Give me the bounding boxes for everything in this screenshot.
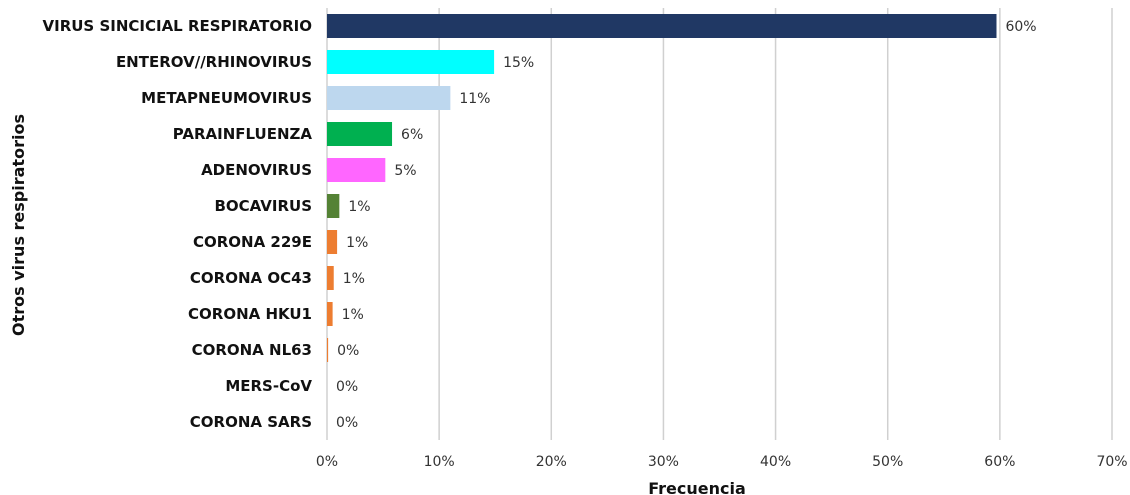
data-labels: 60% 15% 11% 6% 5% 1% 1% 1% 1% 0% 0% 0% — [336, 19, 1037, 431]
x-tick-label: 70% — [1096, 454, 1127, 470]
x-tick-label: 60% — [984, 454, 1015, 470]
bar — [327, 230, 338, 254]
bar — [327, 194, 340, 218]
data-label: 1% — [346, 235, 368, 251]
gridlines — [326, 8, 1113, 440]
data-label: 5% — [394, 163, 416, 179]
bar — [327, 122, 393, 146]
bar — [327, 14, 997, 38]
category-label: CORONA OC43 — [190, 269, 312, 287]
category-label: CORONA 229E — [193, 233, 312, 251]
bar — [327, 266, 334, 290]
category-label: BOCAVIRUS — [214, 197, 312, 215]
x-tick-label: 0% — [316, 454, 338, 470]
x-tick-label: 30% — [648, 454, 679, 470]
category-label: VIRUS SINCICIAL RESPIRATORIO — [43, 17, 313, 35]
data-label: 1% — [343, 271, 365, 287]
category-label: ADENOVIRUS — [201, 161, 312, 179]
data-label: 15% — [503, 55, 534, 71]
data-label: 0% — [336, 379, 358, 395]
category-label: CORONA HKU1 — [188, 305, 312, 323]
bars — [327, 14, 997, 362]
bar — [327, 302, 333, 326]
bar — [327, 158, 386, 182]
data-label: 6% — [401, 127, 423, 143]
data-label: 1% — [342, 307, 364, 323]
data-label: 1% — [348, 199, 370, 215]
x-tick-label: 40% — [760, 454, 791, 470]
data-label: 0% — [336, 415, 358, 431]
category-label: PARAINFLUENZA — [173, 125, 313, 143]
bar — [327, 86, 451, 110]
x-axis-title: Frecuencia — [648, 479, 746, 495]
x-tick-label: 50% — [872, 454, 903, 470]
x-tick-label: 20% — [536, 454, 567, 470]
x-tick-labels: 0% 10% 20% 30% 40% 50% 60% 70% — [316, 454, 1128, 470]
category-label: MERS-CoV — [225, 377, 312, 395]
data-label: 11% — [459, 91, 490, 107]
category-label: CORONA NL63 — [192, 341, 312, 359]
category-label: CORONA SARS — [190, 413, 312, 431]
category-label: METAPNEUMOVIRUS — [141, 89, 312, 107]
bar — [327, 338, 329, 362]
data-label: 0% — [337, 343, 359, 359]
category-label: ENTEROV//RHINOVIRUS — [116, 53, 312, 71]
y-axis-title: Otros virus respiratorios — [9, 114, 28, 336]
x-tick-label: 10% — [424, 454, 455, 470]
category-labels: VIRUS SINCICIAL RESPIRATORIO ENTEROV//RHI… — [43, 17, 313, 431]
data-label: 60% — [1005, 19, 1036, 35]
bar — [327, 50, 495, 74]
